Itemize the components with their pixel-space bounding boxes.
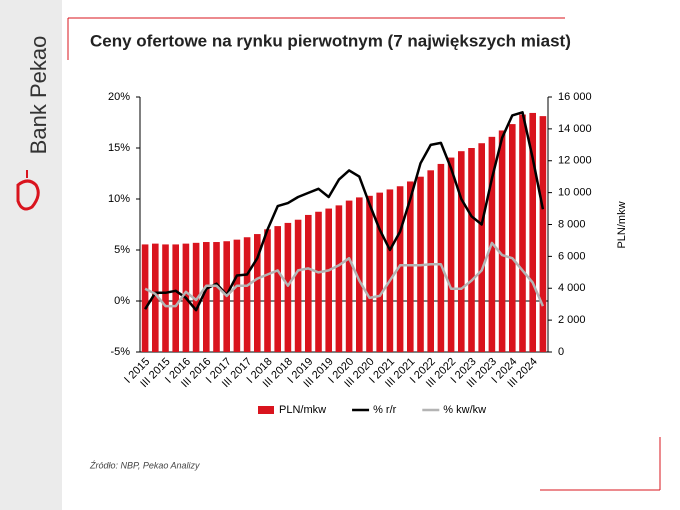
y-tick-label: 0% — [114, 295, 130, 307]
bar — [305, 214, 312, 352]
y2-axis-label: PLN/mkw — [616, 201, 628, 248]
y2-tick-label: 0 — [558, 346, 564, 358]
bar — [407, 181, 414, 352]
y2-tick-label: 16 000 — [558, 91, 592, 103]
y-tick-label: 15% — [108, 142, 130, 154]
y2-tick-label: 2 000 — [558, 314, 586, 326]
legend-label: % kw/kw — [443, 404, 486, 416]
bar — [152, 243, 159, 352]
bar — [437, 163, 445, 352]
y-tick-label: 10% — [108, 193, 130, 205]
bar — [213, 242, 220, 352]
y2-tick-label: 14 000 — [558, 123, 592, 135]
y2-tick-label: 4 000 — [558, 282, 586, 294]
legend-label: PLN/mkw — [279, 404, 326, 416]
bar — [141, 244, 149, 352]
bar — [509, 124, 516, 352]
bar — [529, 112, 536, 352]
bar — [192, 242, 200, 352]
brand-logo: Bank Pekao — [26, 36, 51, 155]
bar — [243, 237, 251, 352]
bar — [345, 200, 353, 352]
y2-tick-label: 8 000 — [558, 218, 586, 230]
bar — [458, 151, 465, 352]
bar — [335, 205, 343, 352]
bar — [427, 170, 434, 352]
bar — [366, 195, 373, 352]
line — [144, 241, 545, 308]
bar — [376, 192, 383, 352]
y2-tick-label: 10 000 — [558, 187, 592, 199]
bar — [233, 239, 241, 352]
y2-tick-label: 12 000 — [558, 155, 592, 167]
bar — [478, 143, 485, 352]
bar — [294, 219, 302, 352]
y2-tick-label: 6 000 — [558, 250, 586, 262]
y-tick-label: -5% — [110, 346, 130, 358]
bar — [284, 222, 292, 352]
bar — [447, 157, 455, 352]
bar — [162, 244, 169, 352]
source: Źródło: NBP, Pekao Analizy — [89, 460, 200, 470]
bar — [356, 197, 363, 352]
bar — [264, 229, 271, 352]
bar — [519, 114, 526, 352]
y-tick-label: 5% — [114, 244, 130, 256]
chart-title: Ceny ofertowe na rynku pierwotnym (7 naj… — [90, 31, 571, 50]
bar — [172, 244, 179, 352]
bar — [315, 211, 322, 352]
bar — [325, 208, 332, 352]
logo-icon — [16, 179, 40, 211]
bar — [254, 234, 261, 352]
y-tick-label: 20% — [108, 91, 130, 103]
bar — [203, 242, 210, 352]
bar — [498, 130, 506, 352]
bar — [386, 189, 394, 352]
side-panel — [0, 0, 62, 510]
bar — [396, 186, 404, 352]
bar — [274, 226, 281, 352]
bar — [539, 116, 547, 352]
legend-swatch — [258, 406, 274, 414]
legend-label: % r/r — [373, 404, 397, 416]
bar — [468, 148, 475, 352]
